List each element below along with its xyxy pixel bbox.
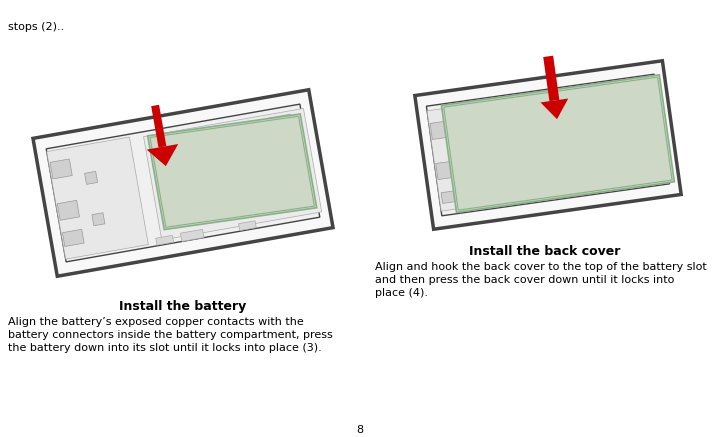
Polygon shape	[156, 236, 174, 245]
Text: and then press the back cover down until it locks into: and then press the back cover down until…	[375, 275, 675, 285]
Polygon shape	[427, 101, 510, 211]
Polygon shape	[47, 137, 148, 259]
Polygon shape	[426, 74, 670, 216]
Polygon shape	[46, 104, 320, 262]
Polygon shape	[541, 98, 568, 119]
Polygon shape	[269, 114, 297, 160]
Polygon shape	[58, 200, 79, 220]
Polygon shape	[148, 114, 317, 229]
Text: Align and hook the back cover to the top of the battery slot: Align and hook the back cover to the top…	[375, 262, 707, 272]
Polygon shape	[238, 221, 256, 231]
Text: battery connectors inside the battery compartment, press: battery connectors inside the battery co…	[8, 330, 333, 340]
Polygon shape	[85, 171, 98, 184]
Polygon shape	[430, 121, 450, 139]
Polygon shape	[143, 108, 322, 240]
Polygon shape	[151, 105, 166, 148]
Polygon shape	[546, 188, 564, 198]
Text: Align the battery’s exposed copper contacts with the: Align the battery’s exposed copper conta…	[8, 317, 304, 327]
Text: Install the battery: Install the battery	[120, 300, 247, 313]
Text: Install the back cover: Install the back cover	[469, 245, 621, 258]
Polygon shape	[619, 93, 644, 133]
Polygon shape	[543, 55, 559, 101]
Polygon shape	[436, 161, 455, 180]
Polygon shape	[50, 159, 72, 179]
Polygon shape	[33, 90, 333, 276]
Polygon shape	[441, 75, 675, 212]
Text: stops (2)..: stops (2)..	[8, 22, 64, 32]
Text: place (4).: place (4).	[375, 288, 428, 298]
Polygon shape	[415, 61, 681, 229]
Polygon shape	[441, 191, 457, 204]
Polygon shape	[92, 213, 105, 226]
Polygon shape	[63, 229, 84, 246]
Polygon shape	[181, 229, 204, 242]
Polygon shape	[147, 144, 178, 166]
Text: the battery down into its slot until it locks into place (3).: the battery down into its slot until it …	[8, 343, 322, 353]
Text: 8: 8	[356, 425, 364, 435]
